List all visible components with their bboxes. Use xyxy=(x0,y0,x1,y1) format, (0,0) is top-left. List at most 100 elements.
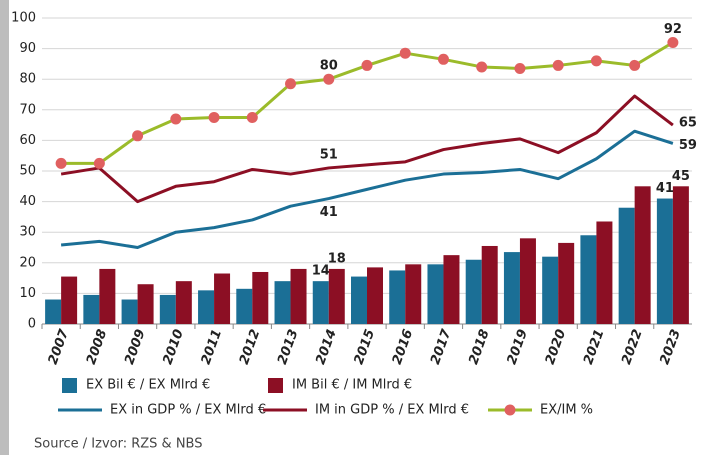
bar xyxy=(634,186,651,324)
x-tick-label: 2012 xyxy=(237,327,263,366)
x-tick-label: 2013 xyxy=(275,327,301,366)
bar xyxy=(312,281,329,324)
y-tick-label: 30 xyxy=(19,225,36,240)
x-tick-label: 2022 xyxy=(619,327,645,366)
bar xyxy=(99,268,116,324)
bar xyxy=(274,281,291,324)
bar xyxy=(328,268,345,324)
bar xyxy=(214,273,231,324)
legend-item: EX in GDP % / EX Mlrd € xyxy=(58,403,266,418)
legend-marker xyxy=(504,404,516,416)
y-tick-label: 100 xyxy=(11,11,36,26)
marker xyxy=(476,61,488,73)
bar xyxy=(481,245,498,324)
line xyxy=(60,129,674,249)
x-tick-label: 2016 xyxy=(390,327,416,366)
bar xyxy=(542,256,559,324)
bar xyxy=(159,294,176,324)
legend-swatch xyxy=(62,378,77,393)
marker xyxy=(285,78,297,90)
value-label: 41 xyxy=(320,205,338,220)
marker xyxy=(170,113,182,125)
bar xyxy=(558,242,575,324)
marker xyxy=(55,157,67,169)
marker xyxy=(667,36,679,48)
bar xyxy=(519,238,536,324)
y-tick-label: 10 xyxy=(19,286,36,301)
value-label: 14 xyxy=(312,264,330,279)
legend-label: EX/IM % xyxy=(540,403,593,418)
bar xyxy=(618,207,635,324)
bar xyxy=(252,271,269,324)
marker xyxy=(399,47,411,59)
y-tick-label: 70 xyxy=(19,102,36,117)
marker xyxy=(132,130,144,142)
x-tick-label: 2019 xyxy=(505,327,531,366)
x-tick-label: 2015 xyxy=(352,327,378,366)
value-label: 59 xyxy=(679,138,697,153)
y-tick-label: 50 xyxy=(19,164,36,179)
bar xyxy=(443,255,460,324)
y-tick-label: 0 xyxy=(28,317,36,332)
bar xyxy=(427,264,444,324)
side-strip xyxy=(0,0,9,455)
bar xyxy=(656,198,673,324)
marker xyxy=(514,62,526,74)
x-tick-label: 2018 xyxy=(466,327,492,366)
x-tick-label: 2007 xyxy=(46,327,73,367)
marker xyxy=(361,59,373,71)
legend-item: IM in GDP % / EX Mlrd € xyxy=(263,403,469,418)
legend-label: EX Bil € / EX Mlrd € xyxy=(86,378,210,393)
bar xyxy=(61,276,78,324)
marker xyxy=(93,157,105,169)
y-tick-label: 40 xyxy=(19,194,36,209)
line xyxy=(60,94,674,204)
x-tick-label: 2017 xyxy=(428,327,455,367)
x-tick-label: 2010 xyxy=(160,327,186,366)
x-tick-label: 2021 xyxy=(581,327,607,366)
legend-item: EX/IM % xyxy=(488,403,593,418)
x-tick-label: 2009 xyxy=(122,327,148,366)
bar xyxy=(121,299,138,324)
bar xyxy=(672,186,689,324)
legend-item: EX Bil € / EX Mlrd € xyxy=(62,378,210,393)
bar xyxy=(465,259,482,324)
value-label: 51 xyxy=(320,147,338,162)
value-label: 80 xyxy=(320,59,338,74)
bar xyxy=(596,221,613,324)
value-label: 65 xyxy=(679,116,697,131)
bar xyxy=(367,267,383,324)
marker xyxy=(552,59,564,71)
x-tick-label: 2020 xyxy=(543,327,569,366)
bar xyxy=(198,290,215,324)
bar xyxy=(175,281,192,324)
y-tick-label: 60 xyxy=(19,133,36,148)
x-tick-label: 2014 xyxy=(313,327,339,366)
value-label: 41 xyxy=(656,181,674,196)
bar xyxy=(580,235,597,324)
x-tick-label: 2023 xyxy=(657,327,683,366)
marker xyxy=(590,55,602,67)
value-label: 45 xyxy=(672,169,690,184)
marker xyxy=(208,111,220,123)
y-tick-label: 90 xyxy=(19,41,36,56)
y-tick-label: 20 xyxy=(19,255,36,270)
legend-label: IM in GDP % / EX Mlrd € xyxy=(315,403,469,418)
x-tick-label: 2011 xyxy=(199,327,225,366)
legend-label: IM Bil € / IM Mlrd € xyxy=(292,378,412,393)
bar xyxy=(405,264,422,324)
bar xyxy=(236,288,253,324)
legend-label: EX in GDP % / EX Mlrd € xyxy=(110,403,266,418)
value-label: 92 xyxy=(664,22,682,37)
legend-swatch xyxy=(268,378,283,393)
bar xyxy=(503,252,520,324)
marker xyxy=(246,111,258,123)
y-tick-label: 80 xyxy=(19,72,36,87)
bar xyxy=(290,268,307,324)
legend-item: IM Bil € / IM Mlrd € xyxy=(268,378,412,393)
x-tick-label: 2008 xyxy=(84,327,110,366)
bar xyxy=(45,299,62,324)
marker xyxy=(323,73,335,85)
bar xyxy=(351,276,367,324)
